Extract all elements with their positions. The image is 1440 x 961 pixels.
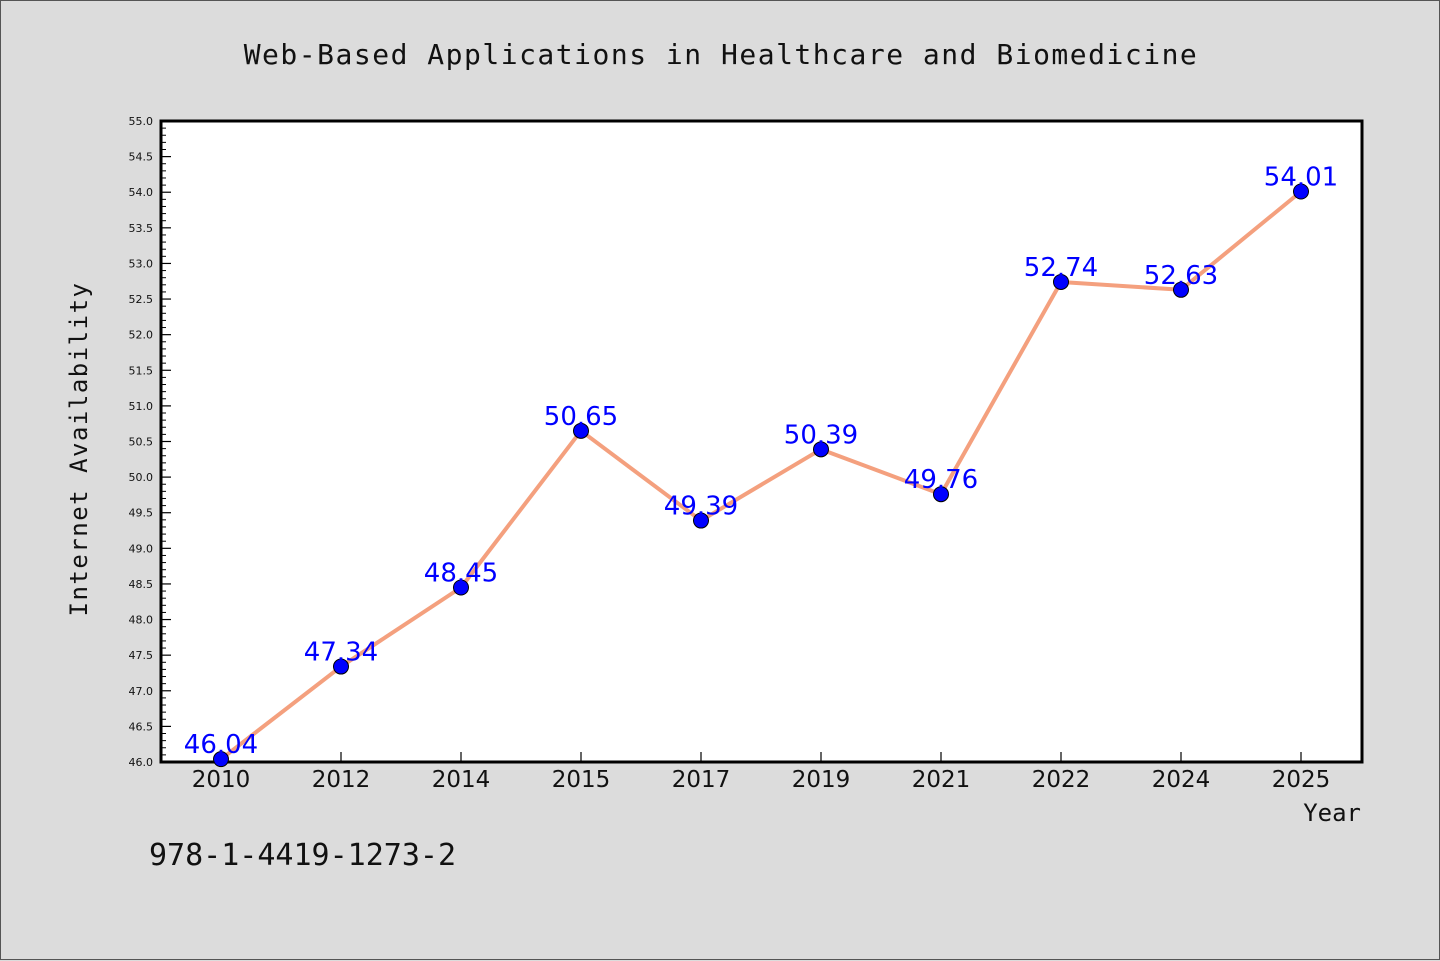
y-minor-ticks [161,127,166,756]
y-tick-label: 50.0 [129,471,154,484]
x-tick-label: 2022 [1032,767,1091,793]
data-point [1293,183,1309,200]
x-axis-ticks: 2010 2012 2014 2015 2017 2019 2021 2022 2024 2025 [192,752,1331,793]
series-line [219,189,1303,761]
data-point [1053,273,1069,290]
y-tick-label: 47.5 [129,649,154,662]
x-tick-label: 2012 [312,767,371,793]
data-point [213,751,229,768]
x-tick-label: 2024 [1152,767,1211,793]
data-label: 47.34 [304,638,378,668]
y-tick-label: 55.0 [129,115,154,128]
data-label: 52.63 [1144,261,1218,291]
y-tick-label: 50.5 [129,436,154,449]
data-point [333,658,349,675]
data-point [933,486,949,503]
data-point [1173,281,1189,298]
x-tick-label: 2025 [1272,767,1331,793]
y-tick-label: 51.5 [129,364,154,377]
data-point [693,512,709,529]
data-points [213,183,1309,768]
x-tick-label: 2010 [192,767,251,793]
y-axis-ticks: 46.0 46.5 47.0 47.5 48.0 48.5 49.0 49.5 50.0 50.5… [129,115,171,769]
data-label: 46.04 [184,730,258,760]
x-tick-label: 2019 [792,767,851,793]
y-tick-label: 47.0 [129,685,154,698]
y-tick-label: 49.5 [129,507,154,520]
chart-title: Web-Based Applications in Healthcare and… [244,38,1199,71]
isbn-text: 978-1-4419-1273-2 [149,838,456,873]
data-label: 48.45 [424,559,498,589]
y-tick-label: 53.5 [129,222,154,235]
data-labels: 46.04 47.34 48.45 50.65 49.39 50.39 49.76 52.74… [184,163,1338,761]
x-tick-label: 2014 [432,767,491,793]
y-tick-label: 46.5 [129,720,154,733]
x-tick-label: 2021 [912,767,971,793]
y-tick-label: 51.0 [129,400,154,413]
y-tick-label: 54.0 [129,186,154,199]
data-label: 50.65 [544,402,618,432]
series-line-group [219,189,1303,761]
x-tick-label: 2017 [672,767,731,793]
y-tick-label: 48.5 [129,578,154,591]
data-label: 49.39 [664,492,738,522]
y-axis-label: Internet Availability [65,282,93,617]
data-label: 54.01 [1264,163,1338,193]
y-tick-label: 46.0 [129,756,154,769]
data-point [813,441,829,458]
y-tick-label: 49.0 [129,542,154,555]
data-label: 50.39 [784,420,858,450]
y-tick-label: 54.5 [129,151,154,164]
x-tick-label: 2015 [552,767,611,793]
data-point [573,422,589,439]
data-point [453,579,469,596]
data-label: 52.74 [1024,253,1098,283]
y-tick-label: 48.0 [129,614,154,627]
x-axis-label: Year [1303,799,1361,827]
y-tick-label: 52.0 [129,329,154,342]
y-tick-label: 52.5 [129,293,154,306]
data-label: 49.76 [904,465,978,495]
y-tick-label: 53.0 [129,257,154,270]
